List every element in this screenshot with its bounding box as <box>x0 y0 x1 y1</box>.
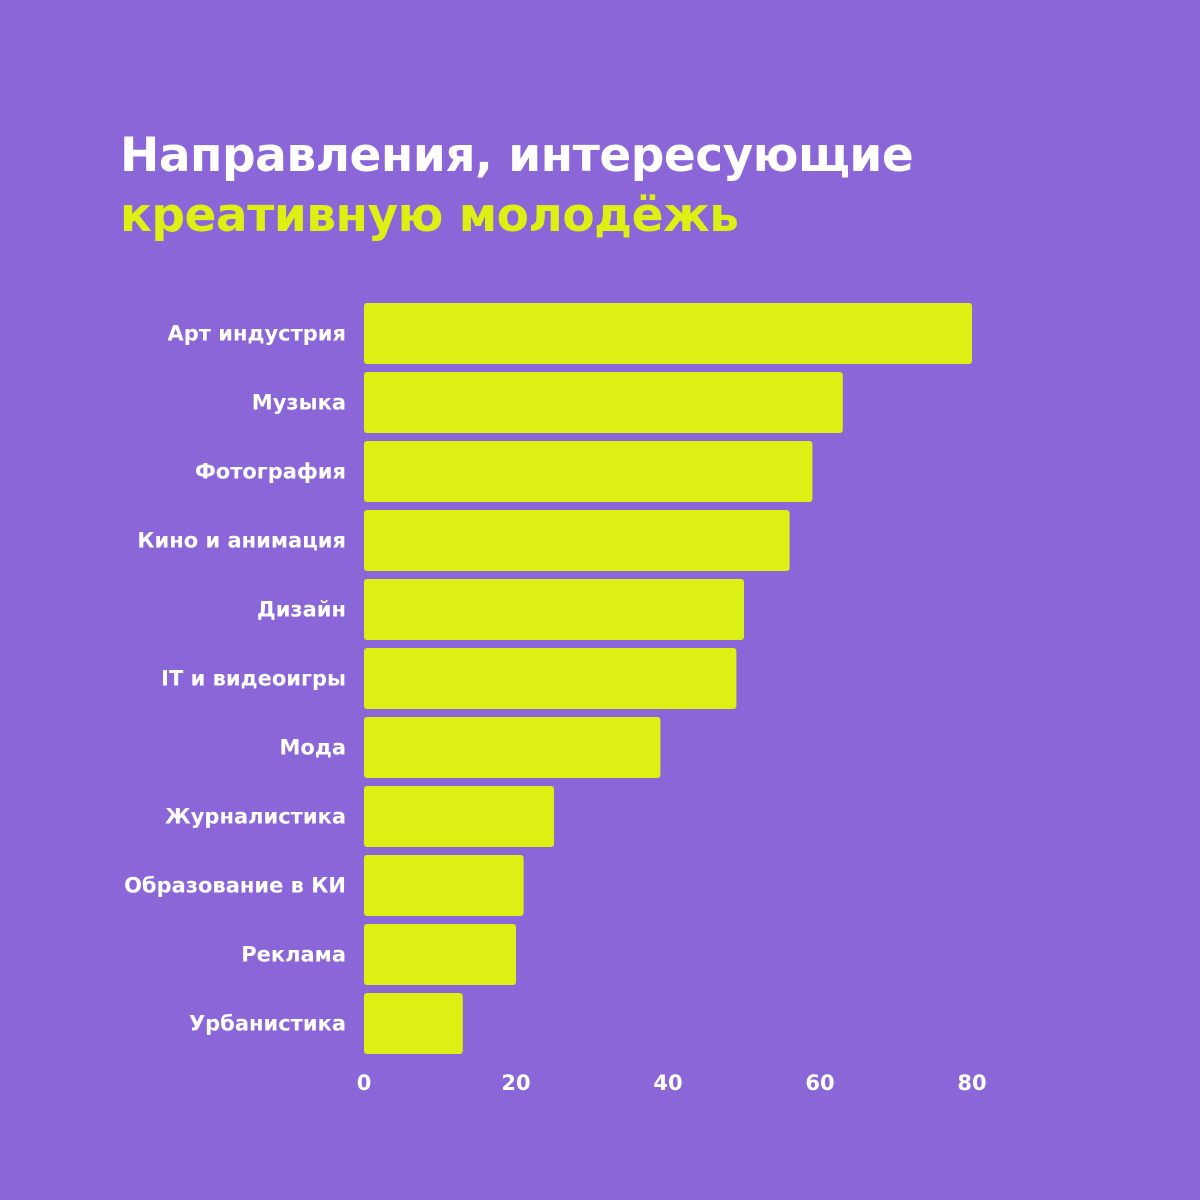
x-tick-label-20: 20 <box>501 1071 530 1095</box>
category-label-7: Мода <box>280 736 346 760</box>
category-labels-layer: Арт индустрия Музыка Фотография Кино и аним… <box>124 322 346 1036</box>
bar-5 <box>364 579 744 640</box>
bar-3 <box>364 441 813 502</box>
bar-2 <box>364 372 843 433</box>
category-label-8: Журналистика <box>165 805 346 829</box>
category-label-4: Кино и анимация <box>137 529 346 553</box>
chart-title-line-1: Направления, интересующие <box>120 128 914 183</box>
chart-title-line-2: креативную молодёжь <box>120 188 739 243</box>
bar-6 <box>364 648 737 709</box>
bar-10 <box>364 924 516 985</box>
category-label-11: Урбанистика <box>189 1012 346 1036</box>
category-label-6: IT и видеоигры <box>161 667 346 691</box>
bars-layer <box>364 303 972 1054</box>
chart-title: Направления, интересующие креативную мол… <box>120 126 914 246</box>
bar-8 <box>364 786 554 847</box>
category-label-10: Реклама <box>241 943 346 967</box>
x-axis: 0 20 40 60 80 <box>357 1071 987 1095</box>
bar-7 <box>364 717 661 778</box>
category-label-9: Образование в КИ <box>124 874 346 898</box>
bar-1 <box>364 303 972 364</box>
bar-11 <box>364 993 463 1054</box>
category-label-5: Дизайн <box>257 598 346 622</box>
category-label-1: Арт индустрия <box>168 322 347 346</box>
bar-4 <box>364 510 790 571</box>
bar-9 <box>364 855 524 916</box>
x-tick-label-60: 60 <box>805 1071 834 1095</box>
x-tick-label-40: 40 <box>653 1071 682 1095</box>
x-tick-label-80: 80 <box>957 1071 986 1095</box>
category-label-3: Фотография <box>195 460 346 484</box>
category-label-2: Музыка <box>252 391 346 415</box>
x-tick-label-0: 0 <box>357 1071 372 1095</box>
